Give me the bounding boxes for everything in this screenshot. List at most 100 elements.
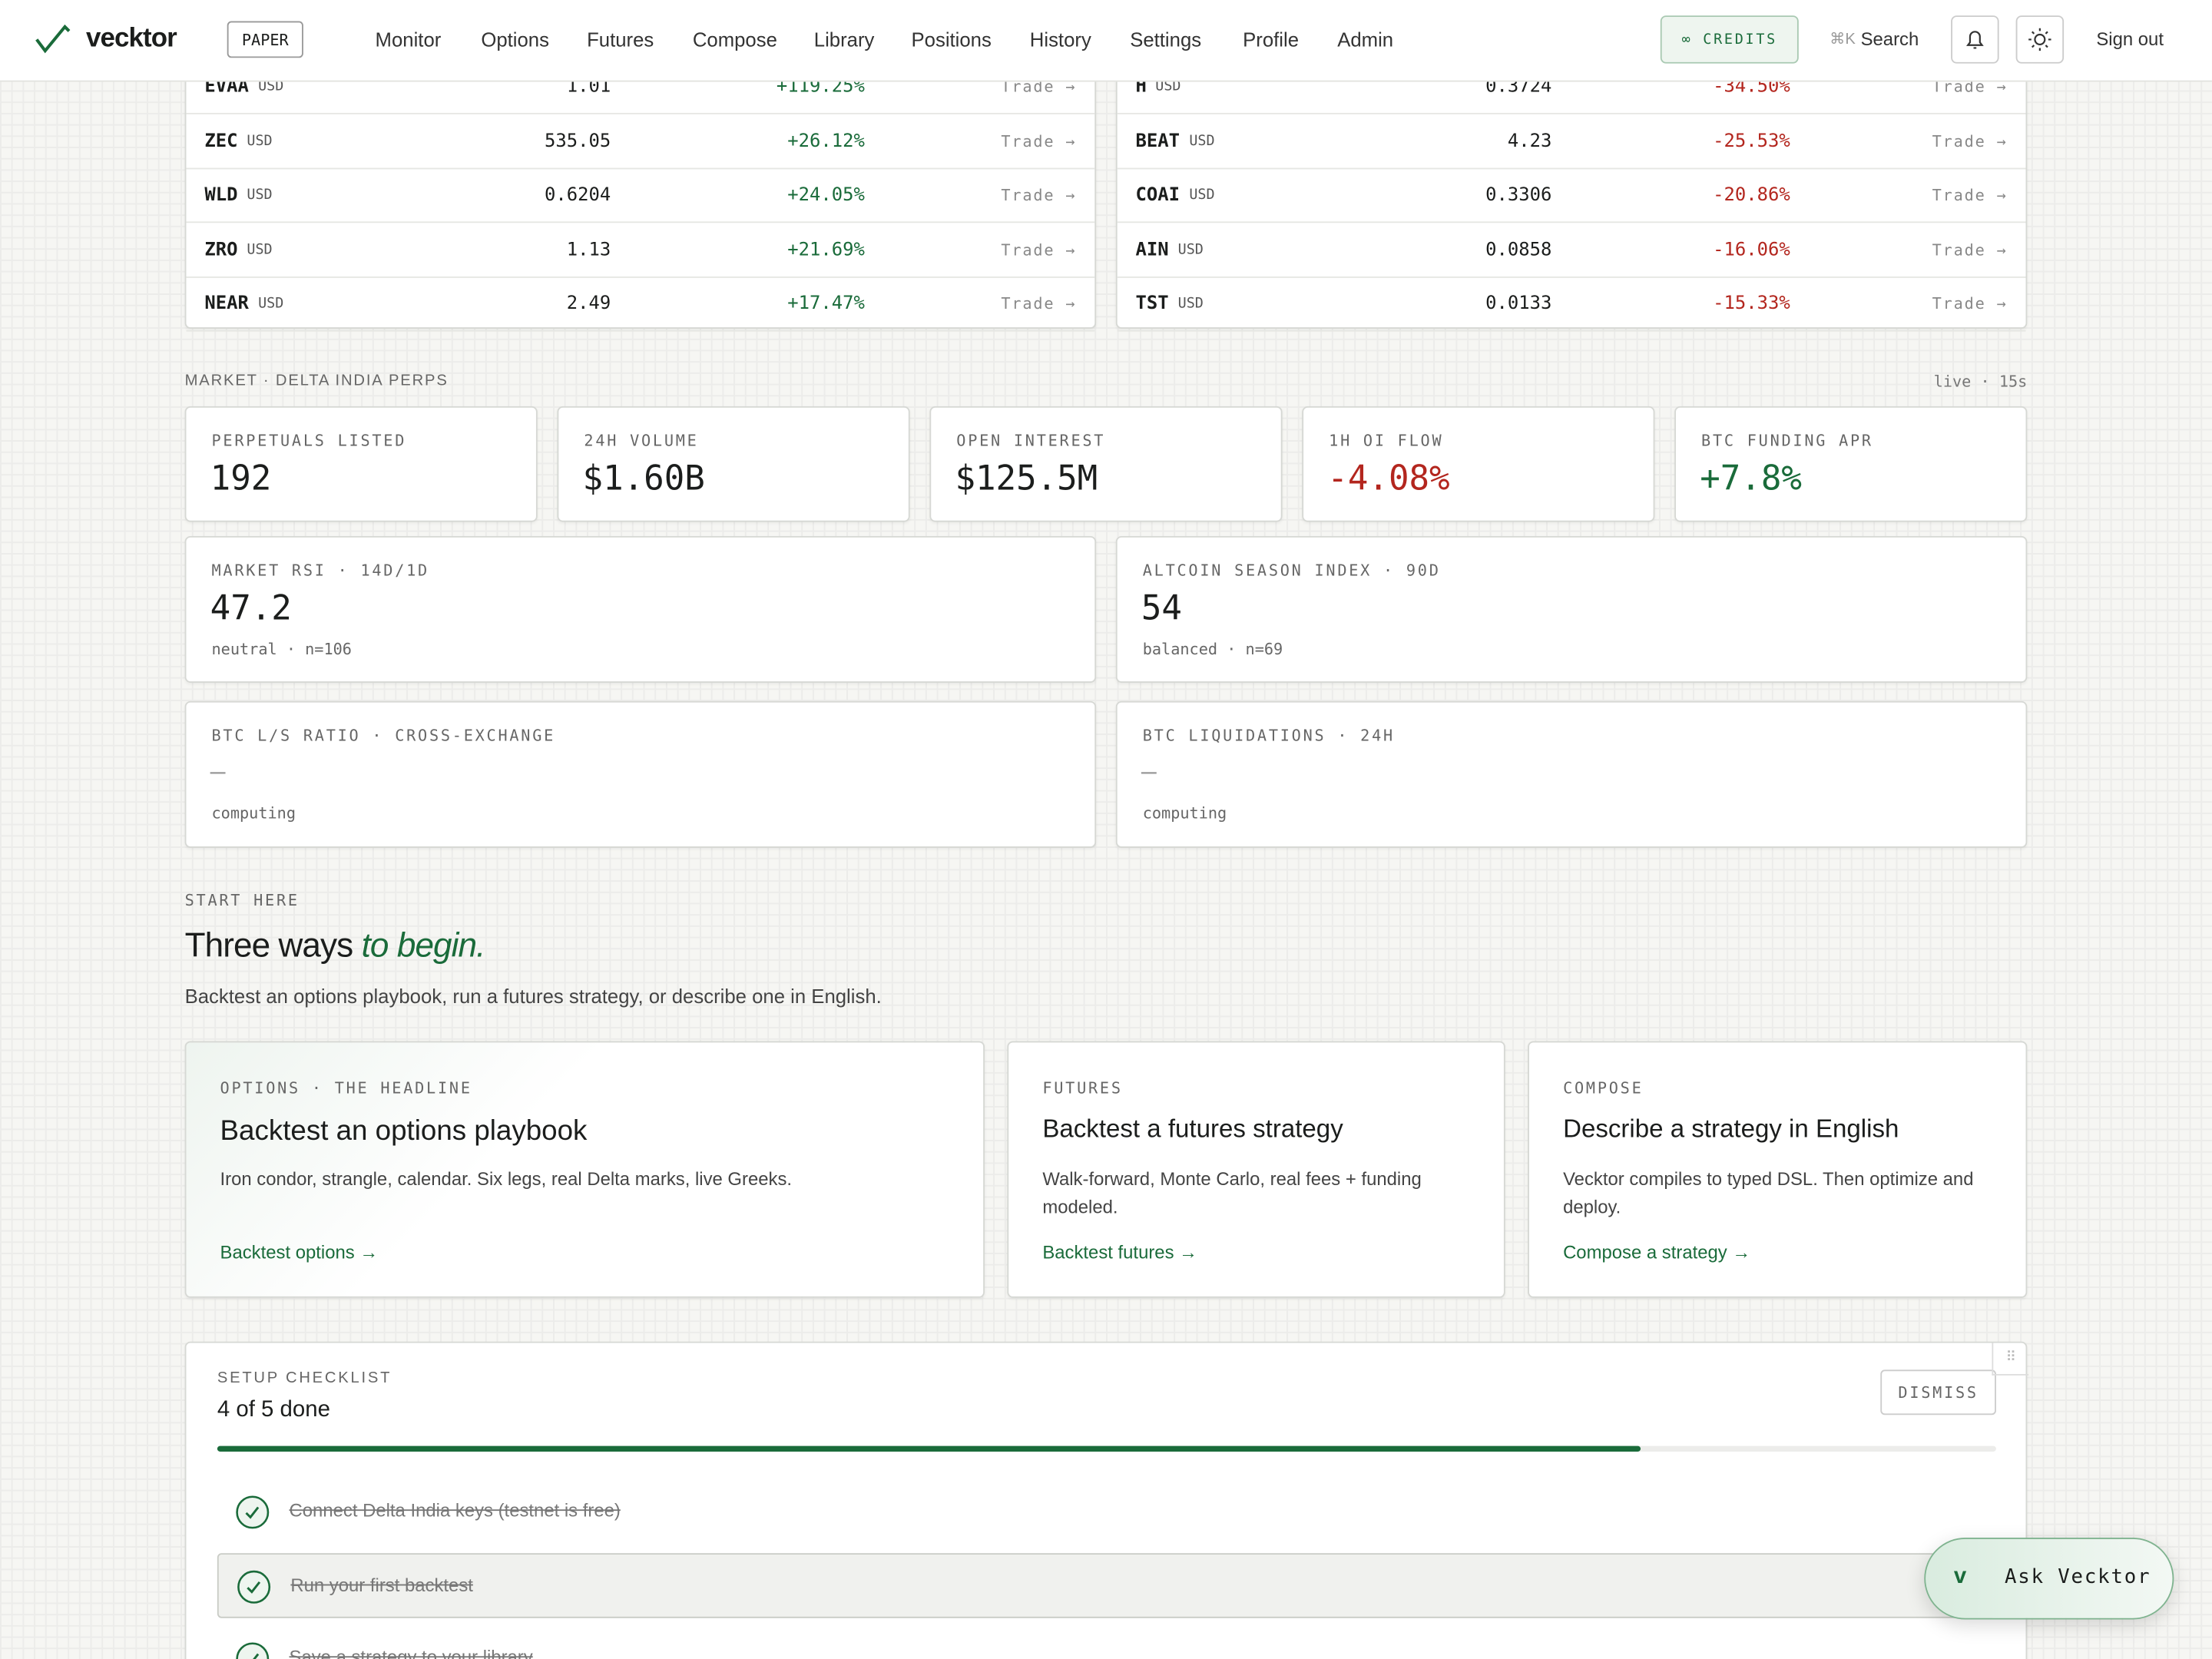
change: -15.33% (1713, 293, 1790, 315)
change: +24.05% (787, 184, 865, 207)
card-eyebrow: COMPOSE (1563, 1079, 1644, 1098)
metric-card: BTC L/S RATIO · CROSS-EXCHANGE — computing (184, 700, 1097, 848)
sign-out[interactable]: Sign out (2096, 28, 2164, 50)
trade-link[interactable]: Trade → (1932, 294, 2008, 313)
credits-button[interactable]: ∞ CREDITS (1660, 15, 1799, 64)
action-card: COMPOSE Describe a strategy in English Vec… (1528, 1041, 2028, 1298)
price: 1.13 (566, 239, 611, 260)
quote: USD (258, 78, 284, 95)
title-text: Three ways (184, 926, 354, 965)
metric-note: computing (211, 803, 296, 823)
card-body: Walk-forward, Monte Carlo, real fees + f… (1042, 1167, 1422, 1218)
symbol: TST (1135, 293, 1169, 315)
trade-link[interactable]: Trade → (1001, 78, 1077, 96)
trade-link[interactable]: Trade → (1001, 131, 1077, 151)
live-status: live · 15s (1933, 372, 2028, 391)
checklist-item[interactable]: Save a strategy to your library (217, 1627, 1996, 1659)
trade-link[interactable]: Trade → (1001, 240, 1077, 260)
assistant-icon: v (1953, 1564, 1967, 1589)
nav-link[interactable]: Positions (911, 28, 992, 51)
stat-label: OPEN INTEREST (956, 432, 1106, 450)
trade-link[interactable]: Trade → (1932, 186, 2008, 205)
metric-note: neutral · n=106 (211, 640, 352, 659)
nav-link[interactable]: Admin (1337, 28, 1394, 51)
change: -20.86% (1713, 184, 1790, 207)
nav-link[interactable]: Library (813, 28, 875, 51)
symbol: NEAR (204, 293, 249, 315)
table-row: ZRO USD 1.13 +21.69% Trade → (186, 222, 1095, 277)
logo-icon (35, 24, 71, 54)
quote: USD (1177, 296, 1204, 312)
card-title: Backtest an options playbook (220, 1115, 588, 1147)
check-icon (237, 1570, 271, 1604)
drag-handle[interactable]: ⠿ (1992, 1343, 2029, 1376)
card-link[interactable]: Backtest futures → (1042, 1241, 1198, 1263)
stat-card: 1H OI FLOW -4.08% (1302, 406, 1655, 522)
table-row: AIN USD 0.0858 -16.06% Trade → (1117, 222, 2026, 277)
brand[interactable]: vecktor (86, 24, 177, 54)
nav-link[interactable]: Compose (692, 28, 777, 51)
stat-value: $125.5M (955, 458, 1098, 498)
ask-assistant-button[interactable]: v Ask Vecktor (1924, 1538, 2174, 1620)
stat-card: BTC FUNDING APR +7.8% (1674, 406, 2028, 522)
checklist-item[interactable]: Connect Delta India keys (testnet is fre… (217, 1480, 1996, 1545)
metric-value: — (210, 757, 226, 787)
nav-link[interactable]: Settings (1130, 28, 1202, 51)
card-body: Iron condor, strangle, calendar. Six leg… (220, 1167, 793, 1190)
table-row: COAI USD 0.3306 -20.86% Trade → (1117, 168, 2026, 224)
symbol: WLD (204, 184, 238, 207)
symbol: ZEC (204, 130, 238, 152)
stat-card: 24H VOLUME $1.60B (557, 406, 910, 522)
search-button[interactable]: Search (1860, 28, 1919, 50)
setup-checklist: SETUP CHECKLIST 4 of 5 done DISMISS ⠿ Co… (184, 1341, 2029, 1659)
symbol: COAI (1135, 184, 1181, 207)
trade-link[interactable]: Trade → (1001, 186, 1077, 205)
stat-label: 24H VOLUME (584, 432, 699, 450)
card-eyebrow: FUTURES (1042, 1079, 1123, 1098)
change: +21.69% (787, 239, 865, 260)
checklist-progress: 4 of 5 done (217, 1398, 330, 1422)
nav-link[interactable]: History (1029, 28, 1091, 51)
dismiss-button[interactable]: DISMISS (1880, 1369, 1996, 1416)
symbol: ZRO (204, 239, 238, 260)
section-label: MARKET · DELTA INDIA PERPS (184, 372, 449, 389)
metric-card: MARKET RSI · 14D/1D 47.2 neutral · n=106 (184, 535, 1097, 683)
metric-card: ALTCOIN SEASON INDEX · 90D 54 balanced · n… (1115, 535, 2028, 683)
assistant-label: Ask Vecktor (2004, 1565, 2151, 1589)
price: 535.05 (545, 130, 611, 152)
card-link[interactable]: Backtest options → (220, 1241, 379, 1263)
item-text: Save a strategy to your library (289, 1646, 533, 1659)
price: 0.6204 (545, 184, 611, 207)
trade-link[interactable]: Trade → (1001, 294, 1077, 313)
bell-icon (1965, 31, 1984, 49)
price: 0.0133 (1485, 293, 1552, 315)
stat-value: 192 (210, 458, 272, 498)
metric-value: — (1141, 757, 1157, 787)
symbol: AIN (1135, 239, 1169, 260)
trade-link[interactable]: Trade → (1932, 240, 2008, 260)
price: 0.0858 (1485, 239, 1552, 260)
gainers-table: EVAA USD 1.01 +119.25% Trade → ZEC USD 535.05 +2… (184, 58, 1097, 332)
nav-link[interactable]: Options (481, 28, 549, 51)
change: +17.47% (787, 293, 865, 315)
card-title: Describe a strategy in English (1563, 1114, 1899, 1143)
quote: USD (1189, 187, 1215, 204)
stat-value: -4.08% (1327, 458, 1450, 498)
checklist-item[interactable]: Run your first backtest (217, 1553, 1996, 1618)
metric-note: balanced · n=69 (1142, 640, 1283, 659)
theme-toggle[interactable] (2015, 15, 2065, 64)
top-nav: vecktor PAPER Monitor Options Futures Compo… (0, 0, 2212, 82)
card-link[interactable]: Compose a strategy → (1563, 1241, 1751, 1263)
trade-link[interactable]: Trade → (1932, 78, 2008, 96)
nav-link[interactable]: Monitor (375, 28, 442, 51)
nav-link[interactable]: Futures (587, 28, 654, 51)
sun-icon (2028, 28, 2051, 51)
nav-link[interactable]: Profile (1243, 28, 1300, 51)
progress-bar (217, 1445, 1641, 1452)
stat-label: 1H OI FLOW (1329, 432, 1444, 450)
trade-link[interactable]: Trade → (1932, 131, 2008, 151)
stat-label: PERPETUALS LISTED (211, 432, 407, 450)
table-row: NEAR USD 2.49 +17.47% Trade → (186, 276, 1095, 332)
notifications-button[interactable] (1951, 15, 1999, 64)
